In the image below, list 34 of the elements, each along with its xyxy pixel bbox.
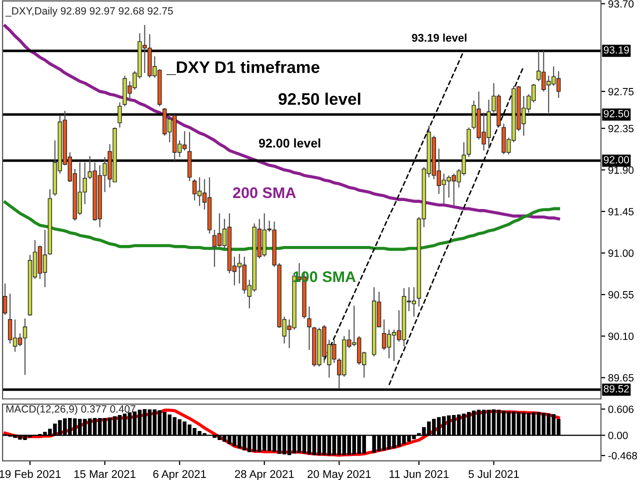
ref-line-label: 92.50 [604, 110, 630, 118]
x-tick-label: 20 May 2021 [308, 470, 371, 480]
annotation: 92.00 level [258, 138, 320, 148]
ref-line-label: 89.52 [604, 385, 629, 392]
chart-title: MACD(12,26,9) 0.377 0.407 [6, 405, 136, 415]
candlestick [118, 102, 122, 128]
y-tick-label: 91.00 [608, 250, 634, 257]
y-tick-label: 92.75 [608, 88, 634, 96]
y-tick-label: 91.45 [608, 208, 634, 216]
y-tick-label: 0.00 [608, 432, 628, 440]
candlestick [307, 306, 312, 351]
y-tick-label: 0.606 [608, 406, 634, 413]
series-label: 200 SMA [233, 187, 296, 198]
y-tick-label: -0.468 [608, 452, 637, 460]
annotation: _DXY D1 timeframe [166, 60, 320, 75]
text: _DXY,Daily 92.89 92.97 92.68 92.75 [5, 6, 173, 17]
x-tick-label: 6 Apr 2021 [153, 470, 206, 480]
x-tick-label: 11 Jun 2021 [390, 470, 449, 478]
ref-line-label: 93.19 [604, 46, 629, 54]
y-tick-label: 93.70 [608, 0, 634, 8]
x-tick-label: 28 Apr 2021 [234, 470, 294, 480]
x-tick-label: 15 Mar 2021 [74, 470, 136, 478]
x-tick-label: 19 Feb 2021 [0, 470, 61, 478]
annotation: 92.50 level [278, 92, 360, 105]
ref-line-label: 92.00 [604, 156, 630, 164]
x-tick-label: 5 Jul 2021 [468, 470, 519, 478]
line-series [4, 24, 560, 220]
y-tick-label: 91.90 [608, 166, 634, 174]
y-tick-label: 90.10 [608, 332, 634, 340]
y-tick-label: 89.65 [608, 374, 634, 382]
annotation: 93.19 level [412, 34, 466, 42]
line-series [4, 200, 560, 251]
y-tick-label: 92.35 [608, 124, 634, 132]
y-tick-label: 90.55 [608, 291, 634, 298]
